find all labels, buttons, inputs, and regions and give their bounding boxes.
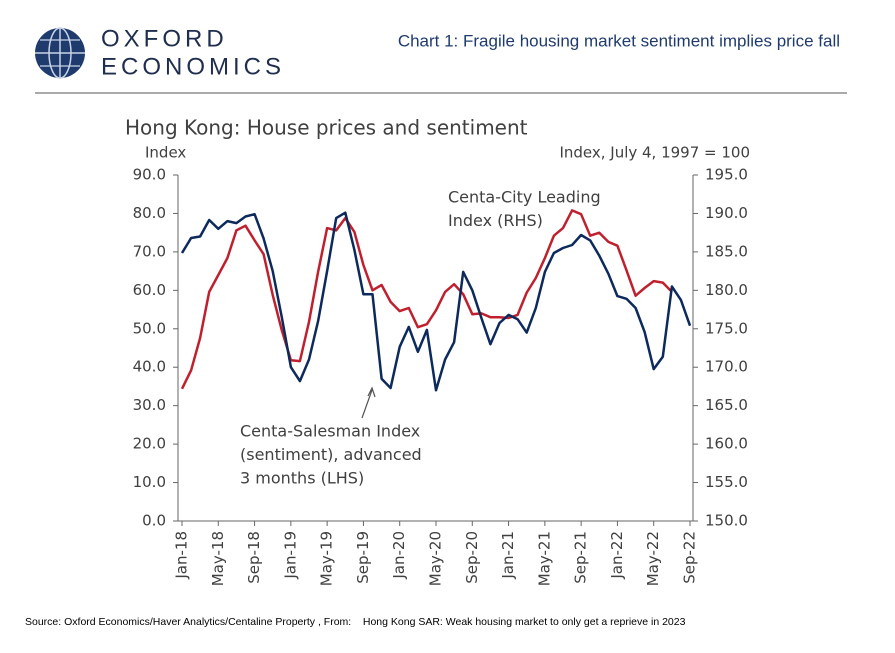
y-tick-label: 50.0 (133, 319, 166, 337)
x-tick-label: Jan-22 (608, 531, 626, 580)
logo-text: OXFORD (101, 25, 228, 52)
x-tick-label: Sep-22 (681, 531, 699, 584)
y-tick-label: 60.0 (133, 281, 166, 299)
x-tick-label: Sep-20 (463, 531, 481, 584)
y-tick-label: 70.0 (133, 242, 166, 260)
logo-globe (35, 27, 85, 79)
series-line (180, 211, 692, 392)
logo-text: ECONOMICS (101, 53, 285, 80)
annotation: 3 months (LHS) (240, 469, 364, 488)
annotation-arrow (361, 386, 376, 419)
y2-tick-label: 150.0 (705, 512, 748, 530)
annotation: Centa-City Leading (448, 188, 601, 207)
y2-axis-label: Index, July 4, 1997 = 100 (559, 144, 750, 162)
y-tick-label: 10.0 (133, 473, 166, 491)
series-line (180, 209, 673, 390)
annotation: (sentiment), advanced (240, 445, 422, 464)
x-tick-label: Sep-19 (354, 531, 372, 584)
y2-tick-label: 195.0 (705, 166, 748, 184)
x-tick-label: Jan-18 (173, 531, 191, 580)
chart-title: Hong Kong: House prices and sentiment (125, 116, 528, 140)
x-tick-label: Jan-19 (281, 531, 299, 580)
x-tick-label: May-21 (535, 531, 553, 586)
y2-tick-label: 155.0 (705, 473, 748, 491)
y-tick-label: 0.0 (142, 512, 166, 530)
y-tick-label: 90.0 (133, 166, 166, 184)
x-tick-label: May-22 (644, 531, 662, 586)
y-tick-label: 20.0 (133, 435, 166, 453)
y-tick-label: 80.0 (133, 204, 166, 222)
y-axis-label: Index (145, 144, 186, 162)
y-tick-label: 30.0 (133, 396, 166, 414)
x-tick-label: Jan-21 (499, 531, 517, 580)
annotation: Centa-Salesman Index (240, 422, 420, 441)
y2-tick-label: 180.0 (705, 281, 748, 299)
y2-tick-label: 185.0 (705, 242, 748, 260)
y2-tick-label: 160.0 (705, 435, 748, 453)
annotation: Index (RHS) (448, 211, 543, 230)
x-tick-label: Sep-18 (245, 531, 263, 584)
x-tick-label: May-19 (318, 531, 336, 586)
header-title: Chart 1: Fragile housing market sentimen… (398, 31, 840, 50)
y-tick-label: 40.0 (133, 358, 166, 376)
y2-tick-label: 175.0 (705, 319, 748, 337)
x-tick-label: May-20 (427, 531, 445, 586)
y2-tick-label: 170.0 (705, 358, 748, 376)
y2-tick-label: 165.0 (705, 396, 748, 414)
x-tick-label: Sep-21 (572, 531, 590, 584)
x-tick-label: Jan-20 (390, 531, 408, 580)
x-tick-label: May-18 (209, 531, 227, 586)
y2-tick-label: 190.0 (705, 204, 748, 222)
source-note: Source: Oxford Economics/Haver Analytics… (25, 616, 686, 628)
